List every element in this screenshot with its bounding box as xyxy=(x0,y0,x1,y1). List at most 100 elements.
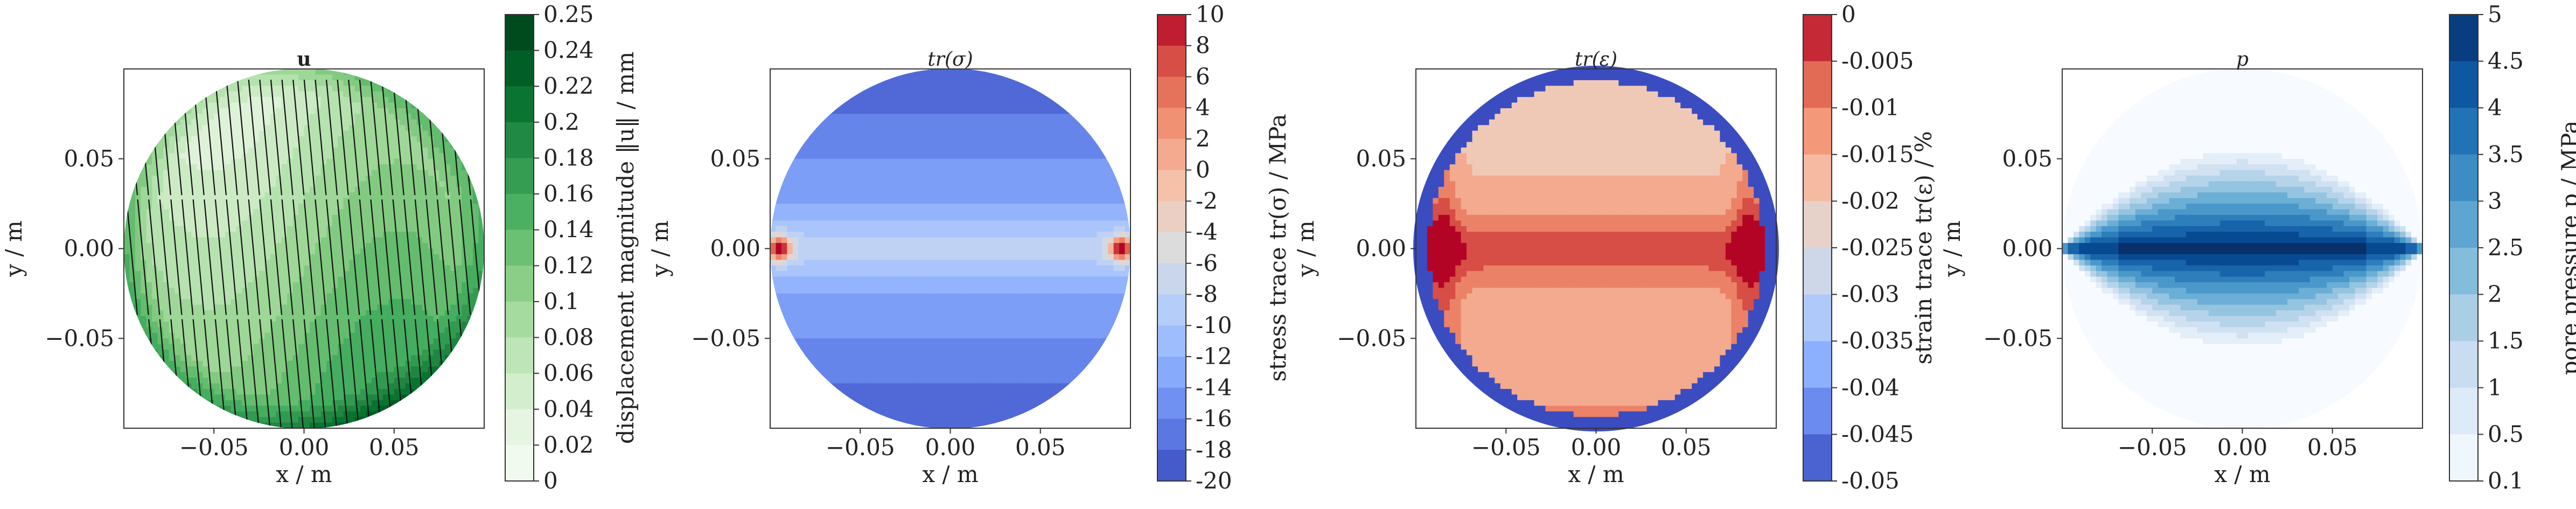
quiver-arrow xyxy=(259,199,271,315)
y-tick-label: 0.00 xyxy=(1356,235,1406,262)
y-tick-label: 0.05 xyxy=(1356,145,1406,172)
quiver-arrow xyxy=(204,79,216,196)
quiver-arrow xyxy=(137,199,149,315)
colorbar-tick-label: 0.2 xyxy=(543,109,580,135)
quiver-arrow xyxy=(292,79,305,196)
colorbar-tick-label: 4 xyxy=(1196,94,1210,121)
quiver-arrow xyxy=(337,79,349,196)
colorbar-band xyxy=(505,122,534,158)
y-tick-label: 0.00 xyxy=(710,235,760,262)
quiver-arrow xyxy=(459,319,471,429)
colorbar-band xyxy=(1157,108,1186,140)
panel-title: u xyxy=(297,48,311,71)
y-axis-label: y / m xyxy=(1,220,27,277)
colorbar-tick-label: -8 xyxy=(1196,281,1218,308)
quiver-arrow xyxy=(325,79,338,196)
quiver-arrow xyxy=(270,199,283,315)
colorbar-tick-label: 0.14 xyxy=(543,217,594,243)
y-tick-label: 0.05 xyxy=(64,145,114,172)
quiver-arrow xyxy=(125,79,138,196)
colorbar-label: stress trace tr(σ) / MPa xyxy=(1265,114,1291,381)
colorbar-band xyxy=(1803,15,1832,62)
x-tick-label: 0.05 xyxy=(2307,434,2358,461)
colorbar-tick-label: 0.06 xyxy=(543,360,594,386)
quiver-arrow xyxy=(325,319,338,429)
colorbar-tick-label: -0.04 xyxy=(1841,374,1900,401)
colorbar: 0.25 0.24 0.22 0.2 0.18 0.16 0.14 0.12 0.1 0.08 0.… xyxy=(505,1,639,494)
quiver-arrow xyxy=(337,319,349,429)
quiver-arrow xyxy=(414,199,427,315)
quiver-arrow xyxy=(259,319,271,429)
quiver-arrow xyxy=(292,199,305,315)
colorbar-band xyxy=(1157,201,1186,233)
quiver-arrow xyxy=(392,199,404,315)
colorbar-band xyxy=(1157,138,1186,171)
colorbar-band xyxy=(2449,248,2478,295)
colorbar-tick-label: 5 xyxy=(2488,1,2502,27)
colorbar-tick-label: 0.25 xyxy=(543,1,594,27)
y-tick-label: 0.00 xyxy=(64,235,114,262)
colorbar-band xyxy=(1803,294,1832,341)
x-tick-label: −0.05 xyxy=(1471,434,1541,461)
quiver-arrow xyxy=(125,199,138,315)
quiver-arrow xyxy=(292,319,305,429)
x-tick-label: 0.00 xyxy=(279,434,330,461)
colorbar-tick-label: 6 xyxy=(1196,63,1210,89)
colorbar-band xyxy=(1157,76,1186,108)
quiver-arrow xyxy=(348,319,360,429)
colorbar-tick-label: 8 xyxy=(1196,32,1210,59)
y-tick-label: −0.05 xyxy=(1337,325,1406,351)
colorbar-tick-label: -2 xyxy=(1196,187,1218,214)
quiver-arrow xyxy=(315,319,327,429)
colorbar-tick-label: 4 xyxy=(2488,94,2502,121)
colorbar-band xyxy=(1157,419,1186,450)
y-tick-label: −0.05 xyxy=(1983,325,2053,351)
colorbar-band xyxy=(1157,170,1186,201)
chart-panel-3: tr(ε) −0.05 0.00 0.05 0.05 0.00 −0.05 x / m y / … xyxy=(1293,1,1937,494)
quiver-arrow xyxy=(370,199,382,315)
quiver-arrow xyxy=(125,319,138,429)
colorbar-band xyxy=(2449,201,2478,248)
colorbar-tick-label: 0.24 xyxy=(543,37,594,64)
colorbar-tick-label: 0.18 xyxy=(543,144,594,171)
y-axis-label: y / m xyxy=(1293,220,1319,277)
quiver-arrow xyxy=(226,199,238,315)
quiver-arrow xyxy=(214,79,227,196)
quiver-arrow xyxy=(281,199,294,315)
quiver-arrow xyxy=(181,199,194,315)
colorbar-frame xyxy=(1157,14,1186,482)
quiver-arrow xyxy=(237,319,249,429)
quiver-arrow xyxy=(214,199,227,315)
colorbar-tick-label: 3 xyxy=(2488,187,2502,214)
quiver-arrow xyxy=(381,199,394,315)
colorbar-band xyxy=(505,86,534,123)
colorbar-tick-label: -0.02 xyxy=(1841,187,1900,214)
x-axis-label: x / m xyxy=(2214,461,2270,487)
colorbar-tick-label: 0 xyxy=(1841,1,1856,27)
colorbar-tick-label: 2 xyxy=(1196,125,1210,152)
colorbar-tick-label: 0.1 xyxy=(2488,468,2524,494)
colorbar-frame xyxy=(505,14,534,482)
colorbar: 10 8 6 4 2 0 -2 -4 -6 -8 -10 -12 -14 -16 -18 -20 stress … xyxy=(1157,1,1291,494)
quiver-arrow xyxy=(437,199,449,315)
quiver-arrow xyxy=(270,319,283,429)
colorbar-label: strain trace tr(ε) / % xyxy=(1910,131,1937,364)
quiver-arrow xyxy=(359,319,371,429)
colorbar-band xyxy=(1157,232,1186,264)
colorbar-band xyxy=(505,337,534,374)
x-axis-label: x / m xyxy=(1568,461,1624,487)
colorbar-band xyxy=(2449,154,2478,201)
quiver-arrow xyxy=(448,199,460,315)
colorbar-tick-label: 1 xyxy=(2488,374,2502,401)
colorbar-tick-label: -0.015 xyxy=(1841,141,1914,168)
quiver-arrow xyxy=(403,199,416,315)
x-tick-label: 0.00 xyxy=(925,434,976,461)
colorbar-tick-label: 0 xyxy=(543,468,558,494)
colorbar-tick-label: -12 xyxy=(1196,343,1232,369)
colorbar-band xyxy=(505,158,534,194)
colorbar-tick-label: 10 xyxy=(1196,1,1224,27)
colorbar-tick-label: -20 xyxy=(1196,468,1232,494)
colorbar-band xyxy=(505,229,534,266)
quiver-arrow xyxy=(237,199,249,315)
colorbar-tick-label: 0.12 xyxy=(543,252,594,278)
